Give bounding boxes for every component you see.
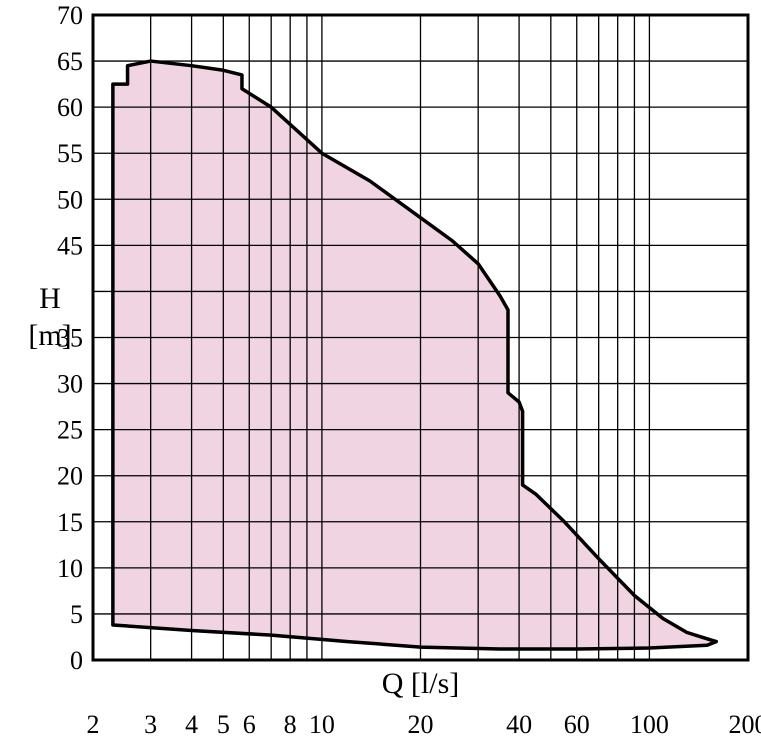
- x-tick-label: 5: [217, 710, 230, 739]
- y-axis-title-top: H: [39, 282, 61, 315]
- y-tick-label: 50: [57, 185, 83, 214]
- y-tick-label: 20: [57, 462, 83, 491]
- x-tick-label: 200: [729, 710, 761, 739]
- y-tick-label: 60: [57, 93, 83, 122]
- x-tick-label: 10: [309, 710, 335, 739]
- y-axis-title-bottom: [m]: [28, 319, 71, 352]
- y-tick-label: 45: [57, 231, 83, 260]
- x-tick-label: 60: [564, 710, 590, 739]
- x-tick-label: 2: [87, 710, 100, 739]
- x-tick-label: 4: [185, 710, 198, 739]
- x-tick-label: 3: [144, 710, 157, 739]
- y-tick-label: 0: [70, 646, 83, 675]
- y-tick-label: 55: [57, 139, 83, 168]
- x-tick-label: 6: [243, 710, 256, 739]
- y-tick-label: 30: [57, 370, 83, 399]
- y-tick-label: 15: [57, 508, 83, 537]
- y-tick-label: 5: [70, 600, 83, 629]
- pump-envelope-chart: 0510152025303545505560657023456810204060…: [0, 0, 761, 748]
- y-tick-label: 65: [57, 47, 83, 76]
- x-tick-label: 20: [408, 710, 434, 739]
- y-tick-label: 25: [57, 416, 83, 445]
- y-tick-label: 10: [57, 554, 83, 583]
- y-tick-label: 70: [57, 1, 83, 30]
- x-tick-label: 8: [284, 710, 297, 739]
- chart-svg: 0510152025303545505560657023456810204060…: [0, 0, 761, 748]
- x-tick-label: 100: [630, 710, 669, 739]
- x-axis-title: Q [l/s]: [382, 667, 460, 700]
- x-tick-label: 40: [506, 710, 532, 739]
